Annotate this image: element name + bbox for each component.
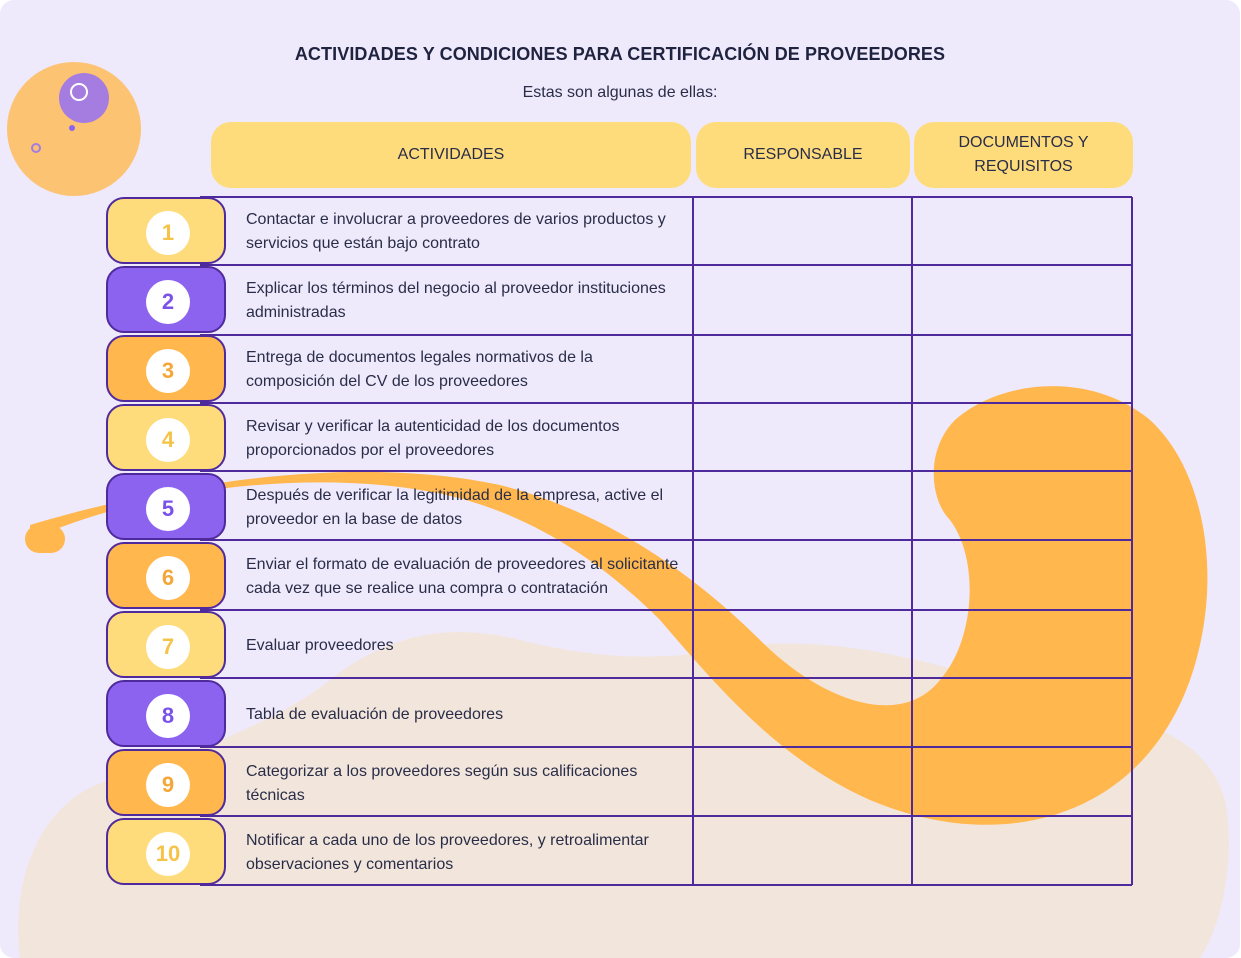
row-number-pill: 3 — [106, 335, 226, 402]
table-row: 10 Notificar a cada uno de los proveedor… — [106, 818, 696, 887]
documents-cell[interactable] — [914, 749, 1130, 814]
orange-swoosh — [30, 386, 1208, 825]
table-row: 4 Revisar y verificar la autenticidad de… — [106, 404, 696, 473]
row-number: 5 — [146, 487, 190, 531]
header-actividades: ACTIVIDADES — [211, 122, 691, 188]
row-number-pill: 6 — [106, 542, 226, 609]
responsible-cell[interactable] — [695, 473, 910, 538]
documents-cell[interactable] — [914, 267, 1130, 333]
table-row: 9 Categorizar a los proveedores según su… — [106, 749, 696, 818]
orange-swoosh-cap — [25, 525, 65, 553]
documents-cell[interactable] — [914, 473, 1130, 538]
row-number-pill: 1 — [106, 197, 226, 264]
page-title: ACTIVIDADES Y CONDICIONES PARA CERTIFICA… — [294, 44, 946, 64]
activity-text: Revisar y verificar la autenticidad de l… — [246, 417, 620, 459]
row-number: 10 — [146, 832, 190, 876]
row-number-pill: 4 — [106, 404, 226, 471]
responsible-cell[interactable] — [695, 542, 910, 608]
small-dot — [69, 125, 75, 131]
table-row: 6 Enviar el formato de evaluación de pro… — [106, 542, 696, 611]
documents-cell[interactable] — [914, 337, 1130, 401]
responsible-cell[interactable] — [695, 680, 910, 745]
row-number: 2 — [146, 280, 190, 324]
responsible-cell[interactable] — [695, 337, 910, 401]
header-documentos: DOCUMENTOS Y REQUISITOS — [914, 122, 1133, 188]
page-subtitle: Estas son algunas de ellas: — [522, 84, 718, 101]
row-number-pill: 7 — [106, 611, 226, 678]
row-number-pill: 9 — [106, 749, 226, 816]
activity-text: Contactar e involucrar a proveedores de … — [246, 210, 666, 252]
responsible-cell[interactable] — [695, 267, 910, 333]
activity-text: Después de verificar la legitimidad de l… — [246, 486, 664, 528]
row-number: 7 — [146, 625, 190, 669]
activity-text: Explicar los términos del negocio al pro… — [246, 279, 666, 321]
table-row: 2 Explicar los términos del negocio al p… — [106, 266, 696, 335]
activity-text: Categorizar a los proveedores según sus … — [246, 762, 638, 804]
row-number-pill: 2 — [106, 266, 226, 333]
table-row: 8 Tabla de evaluación de proveedores — [106, 680, 696, 749]
documents-cell[interactable] — [914, 542, 1130, 608]
row-number: 1 — [146, 211, 190, 255]
table-row: 7 Evaluar proveedores — [106, 611, 696, 680]
responsible-cell[interactable] — [695, 612, 910, 676]
responsible-cell[interactable] — [695, 199, 910, 263]
responsible-cell[interactable] — [695, 749, 910, 814]
activity-text: Tabla de evaluación de proveedores — [246, 705, 504, 723]
responsible-cell[interactable] — [695, 405, 910, 469]
documents-cell[interactable] — [914, 199, 1130, 263]
row-number-pill: 8 — [106, 680, 226, 747]
row-number-pill: 10 — [106, 818, 226, 885]
row-number: 8 — [146, 694, 190, 738]
table-row: 5 Después de verificar la legitimidad de… — [106, 473, 696, 542]
row-number-pill: 5 — [106, 473, 226, 540]
row-number: 9 — [146, 763, 190, 807]
table-row: 3 Entrega de documentos legales normativ… — [106, 335, 696, 404]
documents-cell[interactable] — [914, 405, 1130, 469]
row-number: 6 — [146, 556, 190, 600]
activity-text: Notificar a cada uno de los proveedores,… — [246, 831, 649, 873]
documents-cell[interactable] — [914, 680, 1130, 745]
row-number: 3 — [146, 349, 190, 393]
small-ring — [31, 143, 41, 153]
activity-text: Enviar el formato de evaluación de prove… — [246, 555, 679, 597]
documents-cell[interactable] — [914, 612, 1130, 676]
documents-cell[interactable] — [914, 818, 1130, 883]
activity-text: Evaluar proveedores — [246, 636, 394, 654]
responsible-cell[interactable] — [695, 818, 910, 883]
row-number: 4 — [146, 418, 190, 462]
white-ring-icon — [70, 83, 88, 101]
header-responsable: RESPONSABLE — [696, 122, 910, 188]
table-row: 1 Contactar e involucrar a proveedores d… — [106, 197, 696, 266]
activity-text: Entrega de documentos legales normativos… — [246, 348, 593, 390]
